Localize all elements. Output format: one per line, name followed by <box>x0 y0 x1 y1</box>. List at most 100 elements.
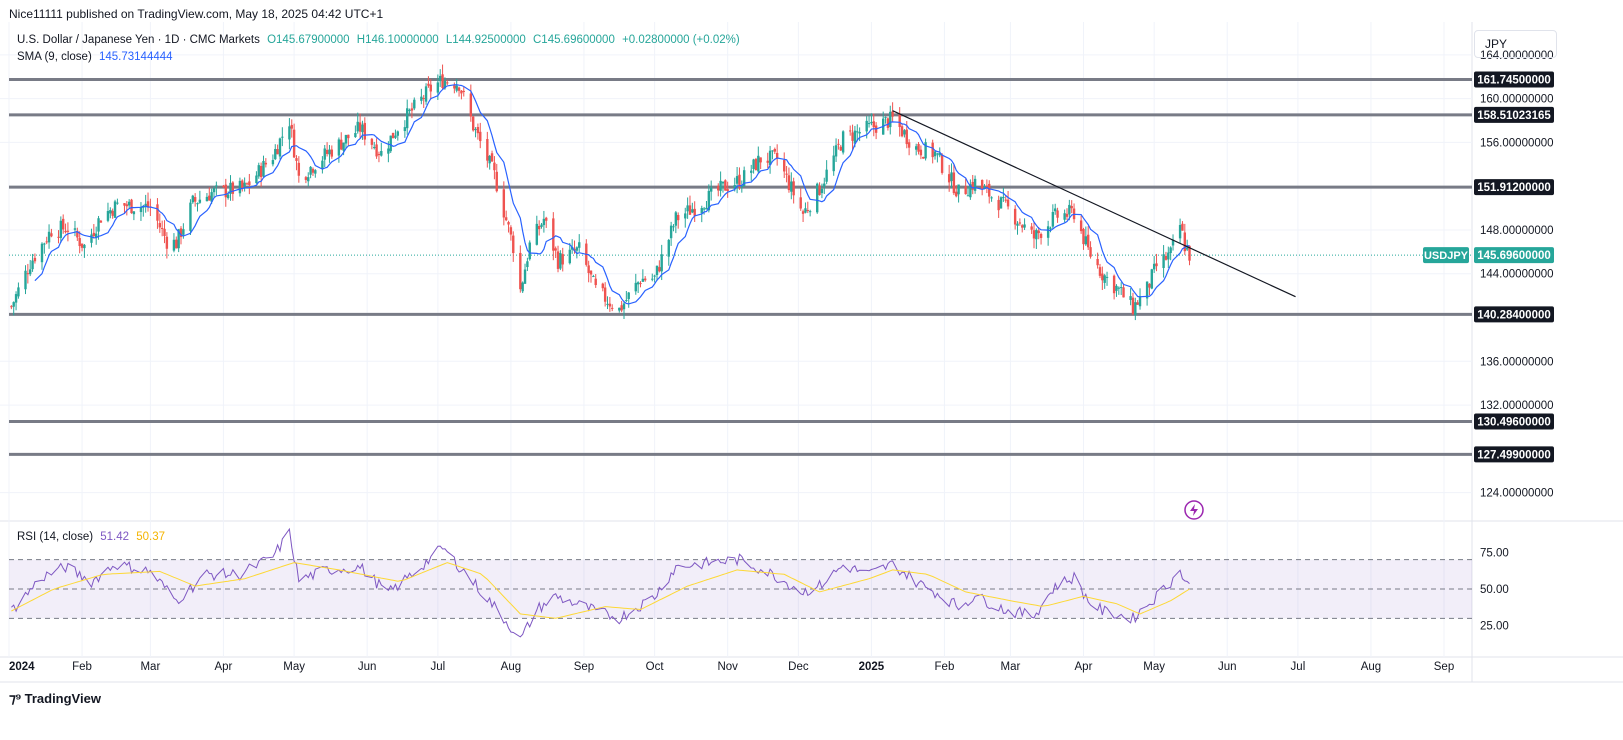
candle-body <box>90 234 93 243</box>
price-tick-label: 164.00000000 <box>1480 50 1554 62</box>
candle-body <box>142 206 145 208</box>
candle-body <box>1030 226 1033 230</box>
candle-body <box>660 254 663 272</box>
candle-body <box>653 275 656 277</box>
candle-body <box>370 138 374 145</box>
time-tick-label: Feb <box>72 661 92 673</box>
currency-selector[interactable] <box>1474 30 1557 58</box>
candle-body <box>856 131 859 133</box>
candle-body <box>773 149 777 152</box>
candle-body <box>578 242 581 248</box>
candle-body <box>905 129 908 145</box>
candle-body <box>1167 252 1170 260</box>
candle-body <box>297 162 301 176</box>
candle-body <box>787 175 791 191</box>
candle-body <box>938 153 941 156</box>
price-tick-label: 160.00000000 <box>1480 94 1554 106</box>
candle-body <box>1018 222 1022 224</box>
candle-body <box>394 135 397 138</box>
candle-body <box>314 170 317 174</box>
candle-body <box>231 182 235 194</box>
rsi-legend[interactable]: RSI (14, close) 51.42 50.37 <box>17 531 169 543</box>
candle-body <box>113 201 117 218</box>
candle-body <box>940 154 944 173</box>
candle-body <box>754 158 758 171</box>
level-label-box <box>1474 306 1554 323</box>
candle-body <box>575 247 579 251</box>
candle-body <box>226 194 230 199</box>
candle-body <box>594 278 597 286</box>
candle-body <box>964 186 967 195</box>
candle-body <box>420 96 423 101</box>
candle-body <box>676 214 680 221</box>
price-tick-label: 124.00000000 <box>1480 488 1554 500</box>
candle-body <box>307 177 310 182</box>
candle-body <box>288 126 291 140</box>
candle-body <box>1112 275 1116 294</box>
candle-body <box>1037 230 1040 234</box>
candle-body <box>603 287 607 302</box>
candle-body <box>193 197 197 202</box>
candle-body <box>559 253 562 269</box>
candle-body <box>490 153 494 162</box>
candle-body <box>947 174 951 183</box>
time-tick-label: May <box>283 661 305 673</box>
candle-body <box>457 87 461 91</box>
candle-body <box>274 149 277 160</box>
candle-body <box>1188 245 1191 261</box>
symbol-tag: USDJPY <box>1424 250 1469 262</box>
time-tick-label: Jul <box>430 661 445 673</box>
time-tick-label: 2024 <box>9 661 35 673</box>
candle-body <box>936 153 939 155</box>
candle-body <box>290 124 293 129</box>
candle-body <box>738 174 741 188</box>
candle-body <box>493 162 496 171</box>
candle-body <box>1086 234 1090 248</box>
trendline-segment <box>892 110 1296 298</box>
time-tick-label: Mar <box>1001 661 1021 673</box>
price-tick-label: 148.00000000 <box>1480 225 1554 237</box>
candle-body <box>837 143 840 145</box>
candle-body <box>1035 229 1038 240</box>
candle-body <box>1129 296 1132 300</box>
candle-body <box>276 149 279 155</box>
candle-body <box>130 199 133 214</box>
ohlc-high: H146.10000000 <box>356 34 439 46</box>
candle-body <box>667 239 670 257</box>
candle-body <box>123 203 126 206</box>
candle-body <box>229 182 232 194</box>
candle-body <box>1089 247 1092 257</box>
candle-body <box>684 213 687 219</box>
sma-legend[interactable]: SMA (9, close) 145.73144444 <box>17 51 177 63</box>
candle-body <box>278 138 282 157</box>
rsi-tick-label: 25.00 <box>1480 621 1509 633</box>
tradingview-footer[interactable]: ⁊⁹ TradingView <box>9 690 101 707</box>
candle-body <box>601 283 604 289</box>
candle-body <box>627 292 630 300</box>
candle-body <box>839 146 842 151</box>
candle-body <box>375 144 378 157</box>
candle-body <box>700 208 703 214</box>
candle-body <box>255 175 258 184</box>
candle-body <box>702 208 706 210</box>
candle-body <box>429 84 432 92</box>
candle-body <box>1105 276 1109 278</box>
candle-body <box>177 229 180 249</box>
candle-body <box>191 195 194 203</box>
candle-body <box>988 183 991 197</box>
candle-body <box>886 118 890 128</box>
candle-body <box>808 211 812 213</box>
candle-body <box>1021 225 1024 228</box>
candle-body <box>759 157 762 163</box>
candle-body <box>540 224 543 227</box>
rsi-polyline <box>11 527 1190 638</box>
candle-body <box>858 132 861 134</box>
candle-body <box>1049 227 1052 229</box>
candle-body <box>867 123 871 125</box>
candle-body <box>304 177 308 180</box>
candle-body <box>377 153 381 156</box>
candle-body <box>1084 236 1088 245</box>
candle-body <box>507 222 510 225</box>
candle-body <box>292 129 296 158</box>
